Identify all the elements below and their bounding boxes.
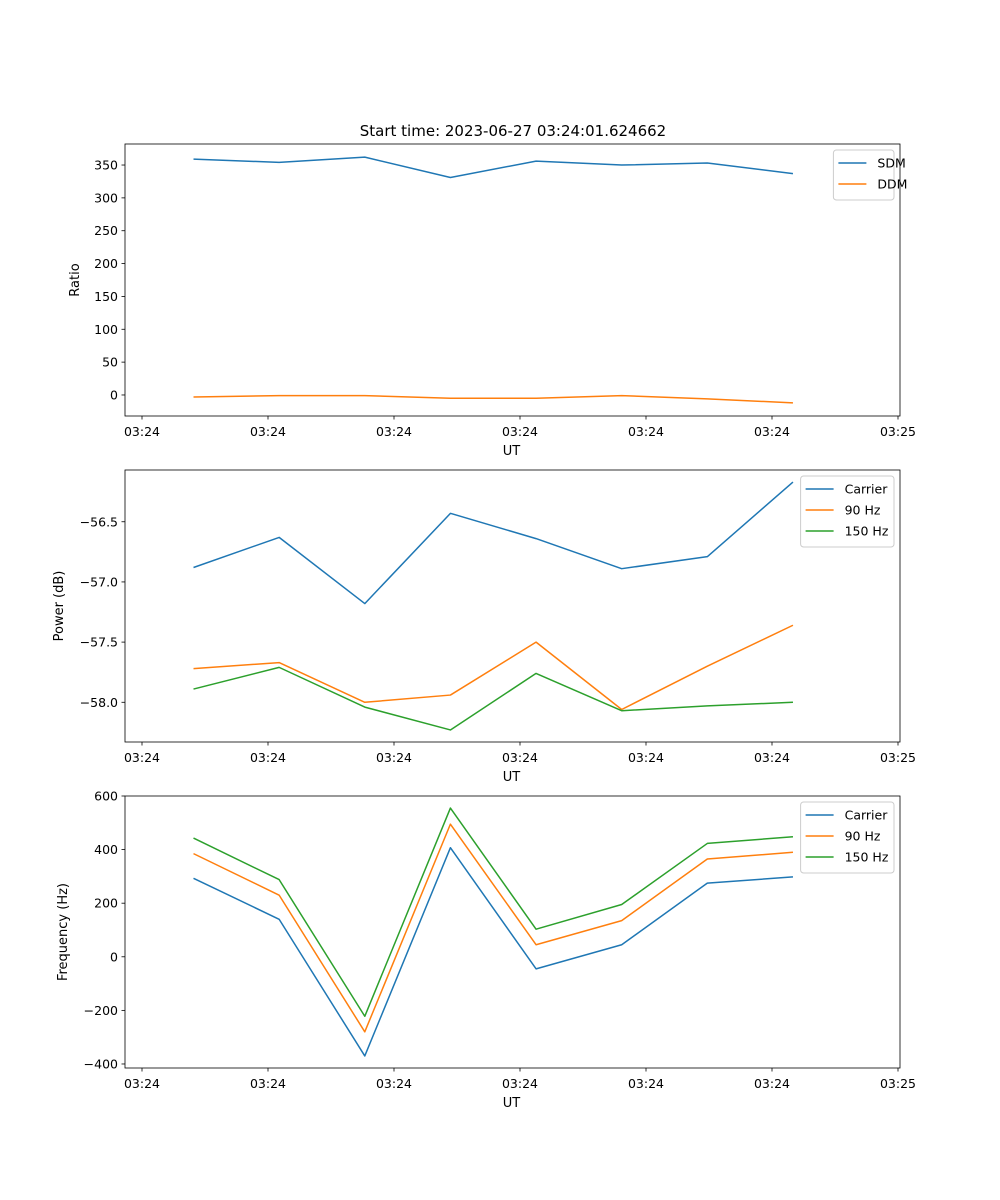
- x-tick-label: 03:24: [628, 750, 664, 765]
- y-tick-label: 0: [110, 949, 118, 964]
- axes-frame: [124, 469, 901, 743]
- y-tick-label: −400: [84, 1056, 118, 1071]
- x-tick-label: 03:25: [880, 424, 916, 439]
- legend-label: 90 Hz: [845, 503, 881, 518]
- series-line-sdm: [193, 156, 794, 179]
- x-tick-label: 03:25: [880, 1076, 916, 1091]
- y-axis-label: Power (dB): [52, 571, 67, 642]
- y-tick-label: −58.0: [80, 695, 118, 710]
- series-line-carrier: [193, 481, 794, 605]
- y-tick-label: 400: [94, 842, 118, 857]
- series-line-90-hz: [193, 823, 794, 1033]
- y-tick-label: −200: [84, 1003, 118, 1018]
- series-line-90-hz: [193, 624, 794, 711]
- legend-label: DDM: [877, 177, 907, 192]
- x-tick-label: 03:24: [250, 750, 286, 765]
- x-tick-label: 03:25: [880, 750, 916, 765]
- legend-label: Carrier: [845, 808, 889, 823]
- x-axis-label: UT: [503, 770, 521, 785]
- y-tick-label: 100: [94, 322, 118, 337]
- y-tick-label: 600: [94, 789, 118, 804]
- x-tick-label: 03:24: [250, 424, 286, 439]
- figure-title: Start time: 2023-06-27 03:24:01.624662: [360, 122, 666, 140]
- x-axis-label: UT: [503, 444, 521, 459]
- y-tick-label: 250: [94, 223, 118, 238]
- x-tick-label: 03:24: [754, 1076, 790, 1091]
- axes-frame: [124, 795, 901, 1069]
- legend-label: 90 Hz: [845, 829, 881, 844]
- x-tick-label: 03:24: [628, 1076, 664, 1091]
- x-tick-label: 03:24: [754, 424, 790, 439]
- series-line-150-hz: [193, 807, 794, 1018]
- series-line-carrier: [193, 846, 794, 1057]
- x-tick-label: 03:24: [376, 424, 412, 439]
- y-axis-label: Frequency (Hz): [56, 883, 71, 981]
- legend: Carrier 90 Hz 150 Hz: [800, 475, 895, 548]
- x-tick-label: 03:24: [250, 1076, 286, 1091]
- x-tick-label: 03:24: [376, 1076, 412, 1091]
- subplot-2: −58.0 −57.5 −57.0 −56.5 03:24 03:24 03:24 03:24…: [52, 469, 916, 785]
- x-tick-label: 03:24: [124, 424, 160, 439]
- x-tick-label: 03:24: [124, 1076, 160, 1091]
- y-axis-label: Ratio: [68, 263, 83, 296]
- legend-label: SDM: [877, 156, 905, 171]
- x-tick-label: 03:24: [628, 424, 664, 439]
- x-axis-label: UT: [503, 1096, 521, 1111]
- legend: Carrier 90 Hz 150 Hz: [800, 801, 895, 874]
- x-tick-label: 03:24: [376, 750, 412, 765]
- series-line-ddm: [193, 394, 793, 404]
- legend: SDM DDM: [832, 149, 907, 201]
- y-tick-label: −56.5: [80, 514, 118, 529]
- y-tick-label: 200: [94, 896, 118, 911]
- y-tick-label: 300: [94, 190, 118, 205]
- y-tick-label: 0: [110, 387, 118, 402]
- subplot-3: −400 −200 0 200 400 600 03:24 03:24 03:24 03:24 03…: [56, 789, 916, 1112]
- y-tick-label: −57.0: [80, 574, 118, 589]
- y-tick-label: 200: [94, 256, 118, 271]
- legend-label: 150 Hz: [845, 850, 889, 865]
- x-tick-label: 03:24: [502, 750, 538, 765]
- legend-label: 150 Hz: [845, 524, 889, 539]
- subplot-1: 0 50 100 150 200 250 300 350 03:24 03:24 03:24 03:2…: [68, 143, 916, 459]
- y-tick-label: −57.5: [80, 635, 118, 650]
- legend-box: [800, 475, 895, 548]
- series-line-150-hz: [193, 666, 793, 731]
- y-tick-label: 350: [94, 158, 118, 173]
- x-tick-label: 03:24: [502, 424, 538, 439]
- x-tick-label: 03:24: [502, 1076, 538, 1091]
- legend-box: [800, 801, 895, 874]
- y-tick-label: 50: [102, 355, 118, 370]
- legend-label: Carrier: [845, 482, 889, 497]
- subplots: 0 50 100 150 200 250 300 350 03:24 03:24 03:24 03:2…: [52, 143, 916, 1112]
- x-tick-label: 03:24: [754, 750, 790, 765]
- x-tick-label: 03:24: [124, 750, 160, 765]
- y-tick-label: 150: [94, 289, 118, 304]
- axes-frame: [124, 143, 901, 417]
